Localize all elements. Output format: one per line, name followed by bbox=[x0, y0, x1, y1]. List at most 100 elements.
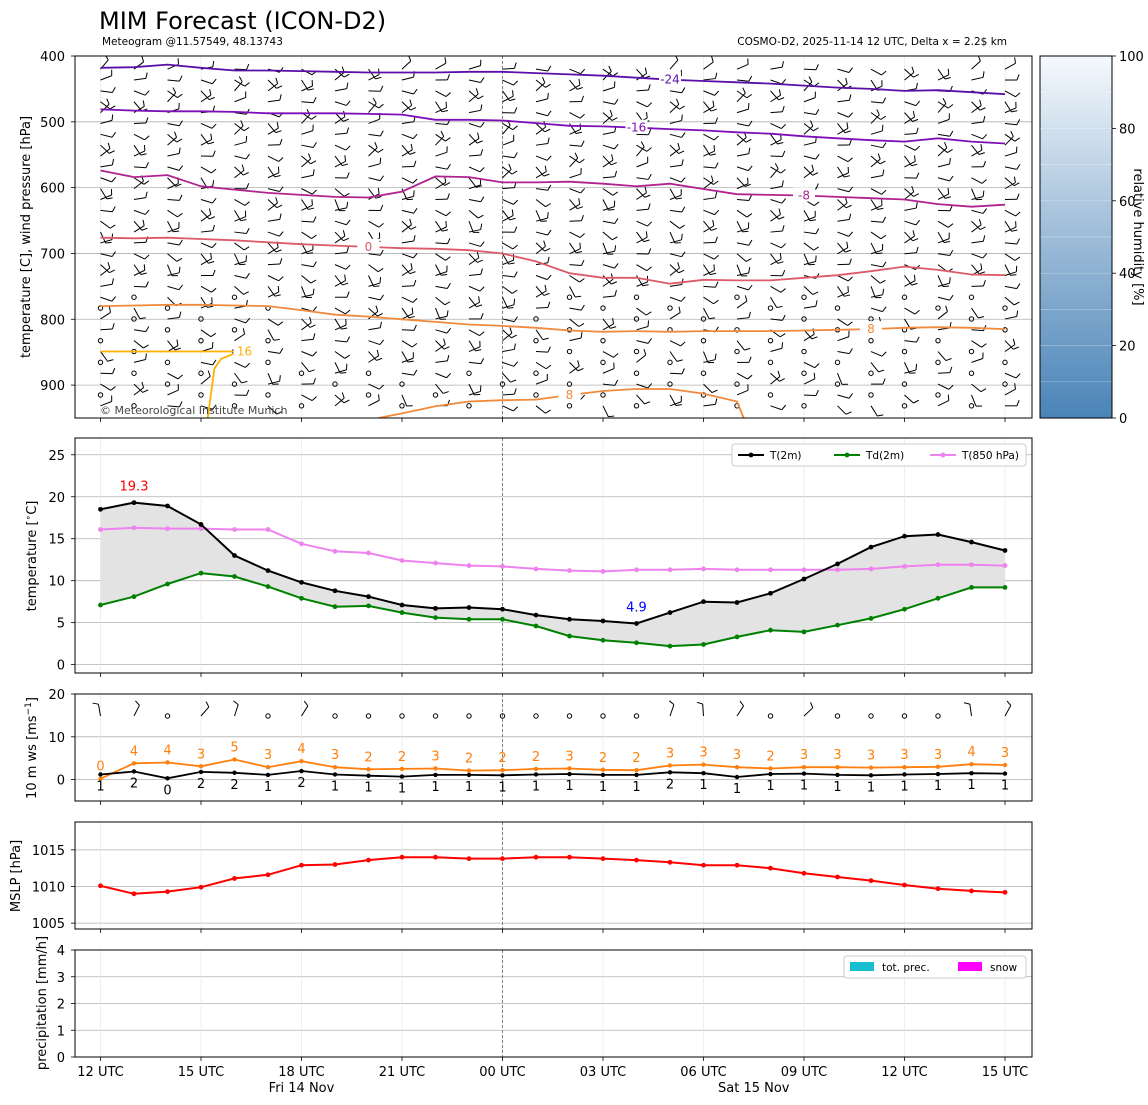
wind-barb-shaft bbox=[1004, 285, 1017, 290]
wind-barb-shaft bbox=[669, 177, 682, 183]
wind-barb-shaft bbox=[636, 146, 645, 157]
data-point bbox=[835, 764, 840, 770]
wind-barb-flag bbox=[748, 311, 751, 318]
wind-barb-flag bbox=[647, 383, 653, 389]
wind-barb-shaft bbox=[267, 199, 278, 209]
wind-barb-flag bbox=[379, 130, 384, 137]
wind-barb-shaft bbox=[267, 242, 277, 253]
wind-barb-flag bbox=[276, 411, 283, 415]
wind-barb-flag bbox=[781, 78, 787, 85]
wind-barb-shaft bbox=[468, 209, 479, 219]
wind-barb-shaft bbox=[301, 351, 313, 357]
data-point bbox=[667, 770, 673, 775]
wind-barb-shaft bbox=[468, 285, 481, 292]
figure-subtitle-left: Meteogram @11.57549, 48.13743 bbox=[102, 36, 283, 48]
wind-speed-value-label: 1 bbox=[766, 779, 774, 794]
wind-barb-shaft bbox=[937, 101, 949, 109]
wind-barb-shaft bbox=[267, 291, 280, 298]
wind-barb-shaft bbox=[100, 267, 111, 276]
wind-barb-flag bbox=[713, 180, 719, 185]
data-point bbox=[902, 606, 907, 612]
wind-barb-shaft bbox=[167, 372, 179, 380]
wind-barb-flag bbox=[581, 95, 584, 102]
wind-barb-shaft bbox=[803, 155, 816, 160]
calm-wind-marker bbox=[667, 305, 673, 311]
wind-barb-shaft bbox=[937, 163, 950, 168]
data-point bbox=[533, 623, 539, 629]
wind-barb-flag bbox=[778, 216, 785, 220]
wind-barb-flag bbox=[480, 358, 485, 364]
wind-barb-shaft bbox=[435, 122, 448, 126]
wind-barb-flag bbox=[742, 230, 749, 233]
wind-barb-flag bbox=[778, 97, 785, 101]
calm-wind-marker bbox=[901, 403, 908, 409]
calm-wind-marker bbox=[365, 370, 372, 376]
wind-barb-shaft bbox=[535, 361, 547, 370]
wind-barb-shaft bbox=[435, 242, 448, 245]
wind-barb-shaft bbox=[1004, 372, 1017, 379]
wind-barb-shaft bbox=[468, 346, 481, 352]
calm-wind-marker bbox=[767, 359, 774, 366]
wind-barb-flag bbox=[979, 226, 986, 230]
wind-barb-flag bbox=[914, 155, 916, 162]
wind-barb-flag bbox=[547, 92, 549, 99]
data-point bbox=[466, 772, 472, 778]
wind-y-label: 10 m ws [ms−1] bbox=[24, 697, 40, 799]
wind-barb-flag bbox=[342, 163, 349, 167]
legend-swatch-marker bbox=[844, 452, 850, 458]
wind-barb-shaft bbox=[669, 148, 680, 157]
wind-barb-flag bbox=[982, 253, 988, 259]
wind-barb-flag bbox=[610, 326, 617, 329]
wind-barb-shaft bbox=[133, 105, 145, 114]
isotherm-label-bg bbox=[357, 238, 380, 253]
wind-barb-shaft bbox=[435, 182, 447, 190]
wind-barb-flag bbox=[208, 260, 215, 264]
wind-barb-flag bbox=[111, 159, 115, 166]
wind-barb-shaft bbox=[100, 311, 111, 320]
wind-barb-shaft bbox=[602, 206, 615, 211]
wind-barb-flag bbox=[981, 343, 987, 348]
wind-barb-shaft bbox=[803, 242, 814, 251]
wind-barb-flag bbox=[279, 213, 282, 220]
wind-barb-shaft bbox=[736, 285, 749, 291]
calm-wind-marker bbox=[164, 359, 171, 366]
wind-barb-flag bbox=[208, 208, 212, 215]
calm-wind-marker bbox=[198, 316, 204, 322]
wind-barb-flag bbox=[710, 272, 717, 276]
data-point bbox=[969, 761, 974, 767]
wind-barb-flag bbox=[476, 140, 483, 144]
wind-barb-flag bbox=[111, 323, 115, 330]
wind-barb-flag bbox=[848, 348, 853, 354]
wind-barb-flag bbox=[92, 702, 99, 705]
wind-barb-flag bbox=[477, 95, 484, 100]
wind-barb-flag bbox=[140, 153, 147, 156]
gust-value-label: 3 bbox=[264, 748, 272, 763]
gust-value-label: 4 bbox=[967, 745, 975, 760]
wind-barb-flag bbox=[614, 245, 617, 252]
wind-barb-shaft bbox=[669, 267, 680, 276]
day-label: Sat 15 Nov bbox=[718, 1081, 790, 1096]
wind-barb-shaft bbox=[971, 220, 981, 230]
wind-barb-flag bbox=[614, 143, 619, 150]
wind-barb-flag bbox=[983, 280, 986, 287]
wind-barb-shaft bbox=[669, 283, 682, 287]
wind-barb-shaft bbox=[401, 285, 415, 287]
wind-barb-flag bbox=[378, 68, 380, 75]
wind-barb-shaft bbox=[368, 74, 380, 81]
wind-barb-flag bbox=[546, 274, 552, 280]
y-tick-label: 1010 bbox=[32, 880, 65, 895]
wind-barb-shaft bbox=[468, 361, 481, 365]
wind-barb-flag bbox=[779, 252, 782, 260]
wind-barb-flag bbox=[681, 114, 683, 121]
wind-barb-shaft bbox=[870, 220, 883, 223]
wind-barb-shaft bbox=[971, 358, 984, 363]
wind-barb-flag bbox=[303, 700, 309, 707]
wind-barb-shaft bbox=[803, 261, 816, 266]
wind-barb-shaft bbox=[200, 706, 210, 717]
wind-barb-flag bbox=[178, 266, 181, 273]
wind-barb-shaft bbox=[703, 166, 716, 169]
wind-barb-shaft bbox=[1004, 340, 1014, 350]
wind-barb-flag bbox=[681, 159, 684, 166]
wind-barb-flag bbox=[845, 411, 852, 415]
